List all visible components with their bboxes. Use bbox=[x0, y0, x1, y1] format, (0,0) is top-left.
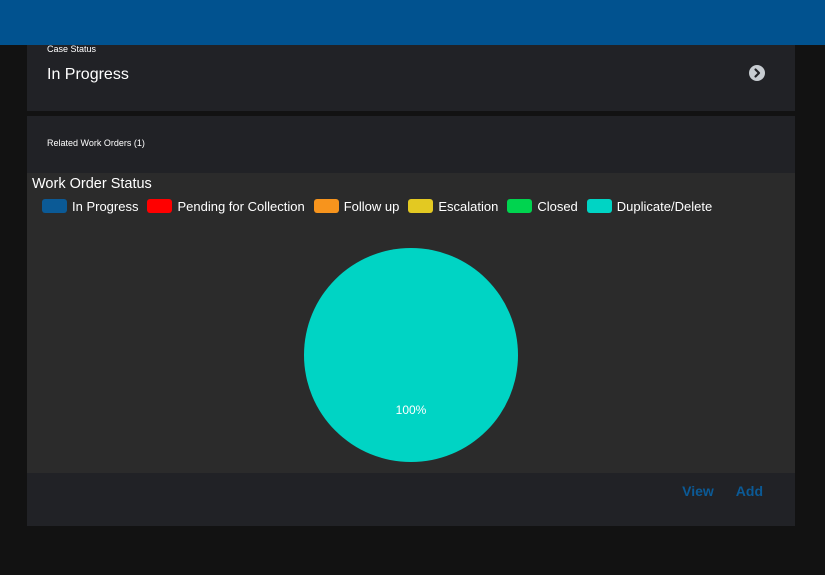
case-status-label: Case Status bbox=[47, 44, 97, 54]
pie-chart: 100% bbox=[304, 248, 518, 462]
legend-item[interactable]: Closed bbox=[507, 198, 578, 214]
legend-swatch bbox=[507, 199, 533, 213]
legend-label: Closed bbox=[537, 198, 578, 214]
case-status-value: In Progress bbox=[47, 66, 129, 83]
related-work-orders-label: Related Work Orders (1) bbox=[47, 138, 145, 148]
legend-label: Pending for Collection bbox=[177, 198, 305, 214]
legend-swatch bbox=[147, 199, 173, 213]
chevron-right-circle-icon[interactable] bbox=[749, 65, 765, 81]
chart-legend: In Progress Pending for Collection Follow … bbox=[42, 197, 721, 215]
legend-swatch bbox=[42, 199, 67, 213]
legend-label: Follow up bbox=[343, 198, 400, 214]
add-link[interactable]: Add bbox=[735, 483, 763, 499]
legend-item[interactable]: Pending for Collection bbox=[147, 198, 305, 214]
top-header-bar bbox=[0, 0, 825, 45]
legend-swatch bbox=[408, 199, 434, 213]
legend-swatch bbox=[313, 199, 339, 213]
pie-data-label: 100% bbox=[396, 403, 427, 417]
pie-slice[interactable] bbox=[304, 248, 518, 462]
legend-label: Duplicate/Delete bbox=[616, 198, 713, 214]
legend-label: In Progress bbox=[72, 198, 139, 214]
work-order-status-chart: Work Order Status In Progress Pending for… bbox=[27, 173, 795, 473]
case-status-card: Case Status In Progress bbox=[27, 40, 795, 111]
legend-item[interactable]: Duplicate/Delete bbox=[586, 198, 713, 214]
work-order-actions: View Add bbox=[682, 483, 763, 499]
legend-item[interactable]: In Progress bbox=[42, 199, 138, 214]
legend-label: Escalation bbox=[438, 198, 499, 214]
legend-item[interactable]: Escalation bbox=[408, 199, 498, 214]
chart-title: Work Order Status bbox=[32, 176, 152, 192]
legend-swatch bbox=[586, 199, 612, 213]
view-link[interactable]: View bbox=[682, 483, 714, 499]
related-work-orders-card: Related Work Orders (1) Work Order Statu… bbox=[27, 116, 795, 526]
legend-item[interactable]: Follow up bbox=[313, 198, 400, 214]
